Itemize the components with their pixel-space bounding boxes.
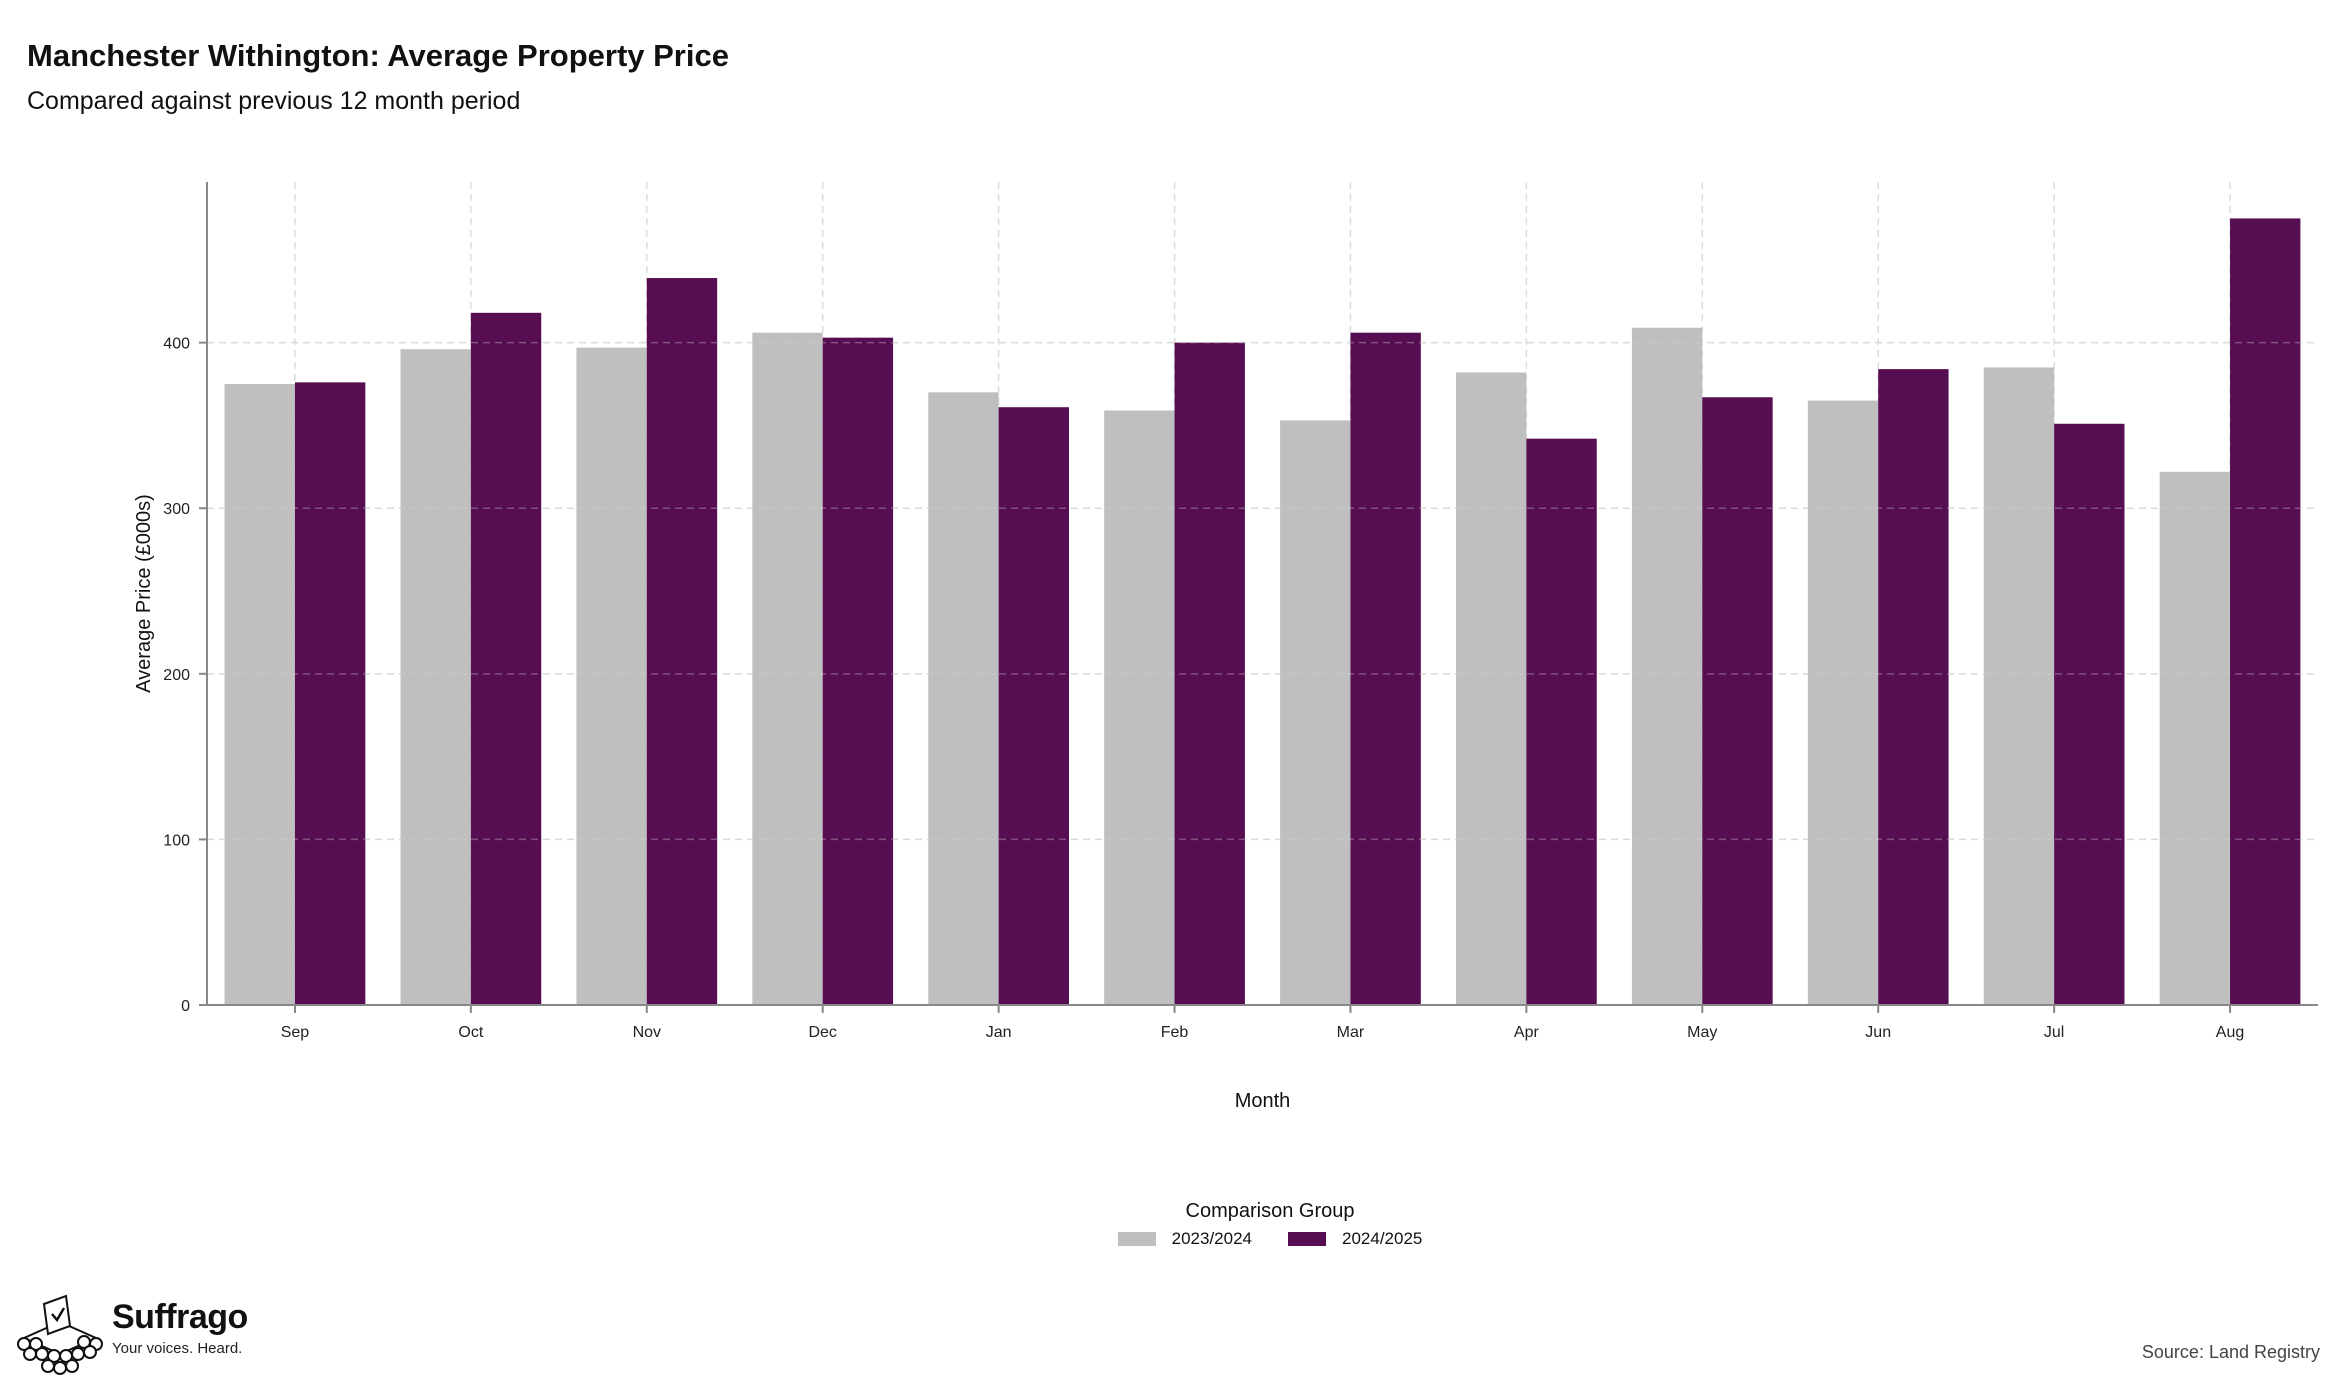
legend: Comparison Group 2023/2024 2024/2025 [1090, 1200, 1450, 1249]
bar-prev [1280, 420, 1351, 1006]
bar-prev [2159, 471, 2231, 1006]
bar-curr [646, 278, 718, 1005]
bar-prev [224, 384, 295, 1005]
x-tick-label: Jul [2044, 1024, 2064, 1041]
bar-curr [294, 382, 366, 1006]
bar-prev [752, 332, 823, 1005]
bar-curr [822, 337, 894, 1005]
x-tick-label: Aug [2216, 1024, 2244, 1041]
source-note: Source: Land Registry [2141, 1342, 2320, 1362]
brand: Suffrago Your voices. Heard. [14, 1292, 248, 1376]
bar-curr [998, 407, 1069, 1005]
legend-title: Comparison Group [1185, 1200, 1355, 1222]
x-axis-title: Month [1235, 1090, 1291, 1112]
x-tick-label: Feb [1161, 1024, 1189, 1041]
bar-prev [1104, 410, 1175, 1005]
axis-layer [199, 182, 2318, 1013]
legend-swatch-prev [1117, 1232, 1156, 1246]
bar-curr [1702, 397, 1773, 1006]
legend-label-prev: 2023/2024 [1171, 1229, 1252, 1248]
bar-curr [2054, 423, 2125, 1005]
bar-curr [1526, 438, 1597, 1005]
x-tick-label: Mar [1337, 1024, 1365, 1041]
x-tick-label: Jan [986, 1024, 1012, 1041]
bar-curr [470, 312, 542, 1005]
label-layer: 0 100 200 300 400 Sep Oct Nov Dec Jan Feb Mar Apr May… [133, 336, 2244, 1112]
x-tick-label: Dec [808, 1024, 836, 1041]
bar-prev [400, 349, 471, 1005]
x-tick-label: Oct [458, 1024, 483, 1041]
bar-prev [1631, 327, 1703, 1006]
x-tick-label: Apr [1514, 1024, 1540, 1041]
bar-prev [1983, 367, 2055, 1005]
legend-swatch-curr [1288, 1232, 1326, 1246]
brand-tagline: Your voices. Heard. [112, 1340, 243, 1357]
x-tick-label: Nov [633, 1024, 661, 1041]
y-tick-label: 200 [163, 667, 190, 684]
x-tick-label: Jun [1865, 1024, 1891, 1041]
y-tick-label: 100 [163, 832, 190, 849]
bar-prev [928, 392, 999, 1005]
x-tick-label: Sep [281, 1024, 310, 1041]
chart-title: Manchester Withington: Average Property … [27, 38, 729, 73]
bar-layer [224, 218, 2301, 1006]
legend-label-curr: 2024/2025 [1342, 1229, 1423, 1248]
chart-subtitle: Compared against previous 12 month perio… [27, 87, 521, 115]
bar-curr [2230, 218, 2301, 1005]
ballot-box-logo-icon [17, 1294, 103, 1375]
bar-prev [576, 347, 647, 1005]
bar-prev [1807, 400, 1879, 1005]
legend-item-prev: 2023/2024 [1117, 1229, 1252, 1249]
bar-curr [1174, 342, 1245, 1006]
y-axis-title: Average Price (£000s) [133, 494, 155, 693]
legend-item-curr: 2024/2025 [1288, 1229, 1422, 1249]
x-tick-label: May [1687, 1024, 1717, 1041]
bar-curr [1878, 369, 1949, 1005]
y-tick-label: 300 [163, 501, 190, 518]
bar-prev [1456, 372, 1527, 1005]
bar-curr [1350, 332, 1421, 1005]
y-tick-label: 400 [163, 336, 190, 353]
y-tick-label: 0 [181, 998, 190, 1015]
brand-name: Suffrago [112, 1298, 248, 1336]
